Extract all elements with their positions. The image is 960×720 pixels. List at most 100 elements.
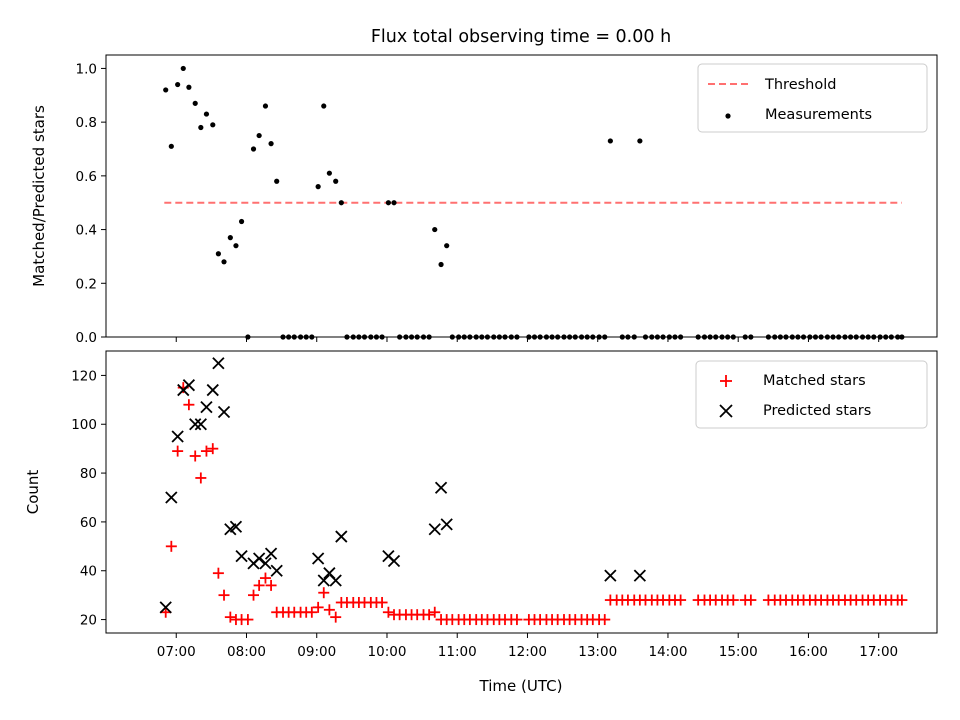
top-y-ticks: 0.0 0.2 0.4 0.6 0.8 1.0 bbox=[76, 61, 106, 346]
measurement-point bbox=[238, 218, 245, 225]
top-y-tick-label: 0.0 bbox=[76, 330, 97, 346]
measurement-point bbox=[602, 334, 608, 340]
measurement-point bbox=[233, 243, 239, 249]
top-points-layer bbox=[163, 65, 905, 340]
measurement-point bbox=[491, 334, 497, 340]
matched-star-marker bbox=[599, 614, 611, 626]
x-tick-label: 17:00 bbox=[859, 644, 898, 660]
measurement-point bbox=[748, 334, 754, 340]
matched-star-marker bbox=[429, 606, 441, 618]
predicted-marker-b bbox=[264, 547, 278, 560]
measurement-point bbox=[449, 334, 455, 340]
predicted-star-marker bbox=[252, 552, 266, 565]
predicted-marker-b bbox=[434, 481, 448, 494]
measurement-point bbox=[899, 334, 905, 340]
top-legend-box bbox=[697, 63, 928, 133]
predicted-marker-b bbox=[428, 523, 441, 536]
matched-star-marker bbox=[189, 450, 201, 462]
measurement-point bbox=[865, 334, 871, 340]
measurement-point bbox=[859, 334, 866, 340]
bottom-y-tick-label: 80 bbox=[80, 466, 97, 482]
measurement-point bbox=[210, 122, 216, 128]
bottom-panel: 20 40 60 80 100 120 07:00 08:00 09:00 10:00 11:00… bbox=[24, 350, 938, 695]
matched-star-marker bbox=[200, 445, 212, 457]
matched-star-marker bbox=[248, 589, 260, 601]
measurement-point bbox=[315, 184, 321, 190]
measurement-point bbox=[531, 334, 538, 340]
predicted-star-marker bbox=[434, 481, 448, 494]
measurement-point bbox=[203, 111, 210, 117]
measurement-point bbox=[888, 334, 894, 340]
x-tick-label: 14:00 bbox=[649, 644, 688, 660]
measurement-point bbox=[619, 334, 625, 340]
predicted-star-marker bbox=[317, 574, 330, 587]
measurement-point bbox=[368, 334, 374, 340]
x-tick-label: 12:00 bbox=[508, 644, 547, 660]
predicted-marker-b bbox=[270, 564, 283, 577]
measurement-point bbox=[356, 334, 362, 340]
predicted-star-marker bbox=[200, 401, 213, 414]
top-y-tick-label: 0.6 bbox=[76, 169, 97, 185]
measurement-point bbox=[484, 334, 491, 340]
measurement-point bbox=[631, 334, 637, 340]
predicted-marker-b bbox=[323, 567, 336, 580]
bottom-y-ticks: 20 40 60 80 100 120 bbox=[71, 368, 106, 629]
measurement-point bbox=[274, 178, 280, 184]
measurement-point bbox=[321, 103, 327, 109]
measurement-point bbox=[678, 334, 684, 340]
matched-star-marker bbox=[207, 443, 219, 455]
measurement-point bbox=[895, 334, 901, 340]
matched-star-marker bbox=[382, 606, 394, 618]
x-tick-label: 13:00 bbox=[578, 644, 617, 660]
matched-star-marker bbox=[727, 594, 739, 606]
measurement-point bbox=[496, 334, 502, 340]
matched-star-marker bbox=[165, 540, 177, 552]
measurement-point bbox=[584, 334, 590, 340]
measurement-point bbox=[215, 251, 221, 257]
matched-star-marker bbox=[172, 445, 184, 457]
matched-star-marker bbox=[212, 567, 224, 579]
measurement-point bbox=[286, 334, 292, 340]
measurement-point bbox=[175, 81, 181, 88]
measurement-point bbox=[567, 334, 573, 340]
predicted-marker-b bbox=[217, 405, 231, 419]
top-y-tick-label: 0.8 bbox=[76, 115, 97, 131]
measurement-point bbox=[461, 334, 467, 340]
measurement-point bbox=[467, 334, 473, 340]
measurement-point bbox=[725, 334, 731, 340]
bottom-y-tick-label: 120 bbox=[71, 368, 97, 384]
measurement-point bbox=[783, 334, 789, 340]
measurement-point bbox=[280, 334, 286, 340]
matched-star-marker bbox=[323, 604, 335, 616]
predicted-marker-b bbox=[189, 418, 202, 431]
x-tick-label: 16:00 bbox=[789, 644, 828, 660]
x-tick-label: 11:00 bbox=[438, 644, 477, 660]
predicted-marker-b bbox=[329, 574, 342, 587]
measurement-point bbox=[789, 334, 795, 340]
predicted-marker-b bbox=[335, 530, 348, 543]
measurement-point bbox=[408, 334, 415, 340]
predicted-star-marker bbox=[329, 574, 342, 587]
predicted-marker-b bbox=[159, 601, 172, 614]
predicted-marker-b bbox=[252, 552, 266, 565]
measurement-point bbox=[291, 334, 297, 340]
predicted-marker-b bbox=[440, 518, 453, 531]
matched-star-marker bbox=[423, 609, 435, 621]
matched-star-marker bbox=[896, 594, 908, 606]
measurement-point bbox=[607, 138, 613, 144]
bottom-legend-box bbox=[695, 360, 928, 429]
chart-title: Flux total observing time = 0.00 h bbox=[371, 27, 671, 47]
measurement-point bbox=[590, 334, 596, 340]
predicted-marker-b bbox=[206, 383, 219, 397]
measurement-point bbox=[800, 334, 807, 340]
matched-star-marker bbox=[265, 579, 277, 591]
measurement-point bbox=[502, 334, 508, 340]
measurement-point bbox=[397, 334, 403, 340]
matched-star-marker bbox=[253, 579, 265, 591]
measurement-point bbox=[707, 334, 713, 340]
measurement-point bbox=[414, 334, 420, 340]
matched-star-marker bbox=[195, 472, 207, 484]
measurement-point bbox=[572, 334, 578, 340]
measurement-point bbox=[765, 334, 772, 340]
measurement-point bbox=[361, 334, 368, 340]
